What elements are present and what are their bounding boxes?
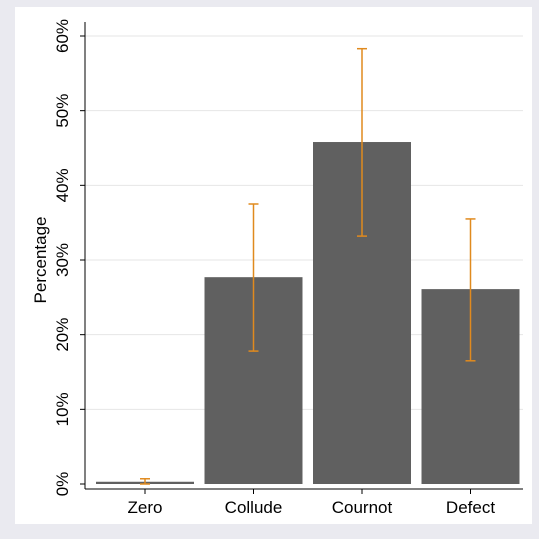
y-tick-label: 50% — [53, 94, 72, 128]
y-tick-label: 60% — [53, 19, 72, 53]
gridlines — [85, 35, 523, 410]
y-tick-label: 10% — [53, 392, 72, 426]
x-tick-label-collude: Collude — [225, 498, 283, 517]
y-axis-title: Percentage — [31, 217, 50, 304]
tick-labels: 0% 10% 20% 30% 40% 50% 60% Zero Collude Cournot De… — [53, 19, 495, 517]
x-tick-label-defect: Defect — [446, 498, 495, 517]
error-bar-cournot — [357, 47, 367, 237]
error-bar-defect — [465, 218, 476, 362]
y-tick-label: 40% — [53, 168, 72, 202]
x-tick-label-cournot: Cournot — [332, 498, 393, 517]
y-tick-label: 0% — [53, 472, 72, 497]
x-tick-label-zero: Zero — [128, 498, 163, 517]
y-tick-label: 20% — [53, 318, 72, 352]
error-bars — [140, 47, 476, 485]
error-bar-zero — [140, 478, 150, 485]
axes — [80, 22, 523, 494]
error-bar-collude — [248, 203, 259, 352]
y-tick-label: 30% — [53, 243, 72, 277]
